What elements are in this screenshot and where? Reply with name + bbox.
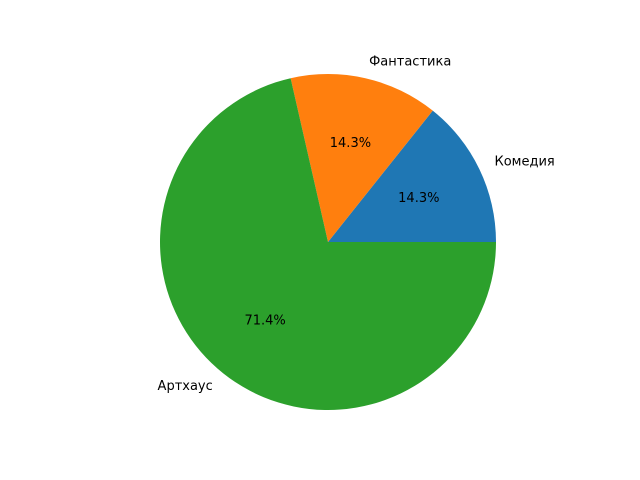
pie-slice-2 — [160, 78, 496, 411]
percent-label-0: 14.3% — [398, 191, 439, 206]
pie-slice-1 — [290, 74, 433, 242]
category-label-1: Фантастика — [369, 54, 451, 69]
pie-slice-0 — [328, 110, 496, 242]
percent-label-1: 14.3% — [330, 136, 371, 151]
category-label-0: Комедия — [494, 154, 554, 169]
category-label-2: Артхаус — [158, 379, 213, 394]
percent-label-2: 71.4% — [244, 313, 285, 328]
pie-slices — [160, 74, 496, 411]
pie-labels: Комедия 14.3% Фантастика 14.3% Артхаус 71.4% — [158, 54, 555, 394]
